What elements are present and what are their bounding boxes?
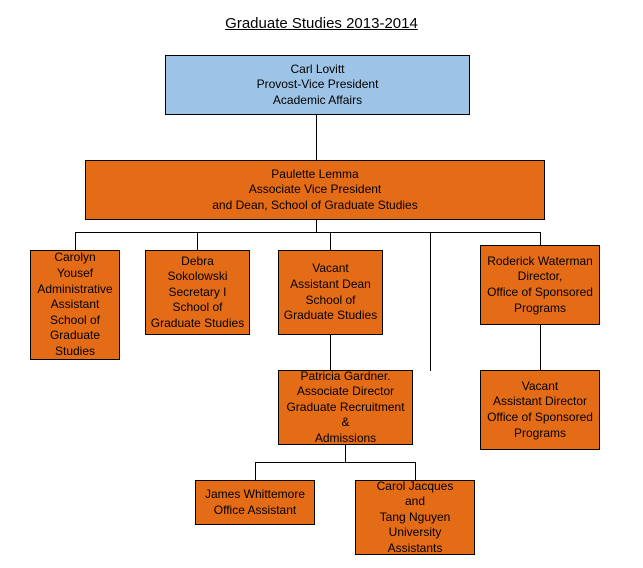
org-node-text: Paulette LemmaAssociate Vice Presidentan… (212, 167, 417, 214)
org-node-office: James WhittemoreOffice Assistant (195, 480, 315, 525)
org-node-avp: Paulette LemmaAssociate Vice Presidentan… (85, 160, 545, 220)
org-node-text: Carol JacquesandTang NguyenUniversity As… (360, 479, 470, 557)
org-node-sec: Debra SokolowskiSecretary ISchool ofGrad… (145, 250, 250, 335)
connector-line (540, 325, 541, 370)
connector-line (255, 462, 415, 463)
org-node-text: VacantAssistant DeanSchool ofGraduate St… (284, 261, 377, 323)
connector-line (197, 232, 198, 250)
connector-line (330, 232, 331, 250)
page-title: Graduate Studies 2013-2014 (0, 15, 643, 32)
connector-line (330, 335, 331, 370)
org-node-asstdean: VacantAssistant DeanSchool ofGraduate St… (278, 250, 383, 335)
org-node-text: James WhittemoreOffice Assistant (205, 487, 305, 518)
org-node-provost: Carl LovittProvost-Vice PresidentAcademi… (165, 55, 470, 115)
org-node-text: VacantAssistant DirectorOffice of Sponso… (487, 379, 593, 441)
org-node-text: Patricia Gardner.Associate DirectorGradu… (283, 369, 408, 447)
org-node-sponsdir: VacantAssistant DirectorOffice of Sponso… (480, 370, 600, 450)
org-node-admin: Carolyn YousefAdministrativeAssistantSch… (30, 250, 120, 360)
connector-line (345, 445, 346, 462)
connector-line (540, 232, 541, 245)
connector-line (430, 370, 431, 371)
connector-line (75, 232, 76, 250)
connector-line (430, 232, 431, 370)
connector-line (415, 462, 416, 480)
org-node-recruit: Patricia Gardner.Associate DirectorGradu… (278, 370, 413, 445)
org-node-text: Carolyn YousefAdministrativeAssistantSch… (35, 250, 115, 359)
connector-line (316, 115, 317, 160)
org-node-sponsored: Roderick WatermanDirector,Office of Spon… (480, 245, 600, 325)
org-node-text: Roderick WatermanDirector,Office of Spon… (487, 254, 593, 316)
connector-line (316, 220, 317, 232)
org-node-univasst: Carol JacquesandTang NguyenUniversity As… (355, 480, 475, 555)
org-node-text: Carl LovittProvost-Vice PresidentAcademi… (257, 62, 379, 109)
connector-line (75, 232, 540, 233)
org-node-text: Debra SokolowskiSecretary ISchool ofGrad… (150, 254, 245, 332)
connector-line (255, 462, 256, 480)
